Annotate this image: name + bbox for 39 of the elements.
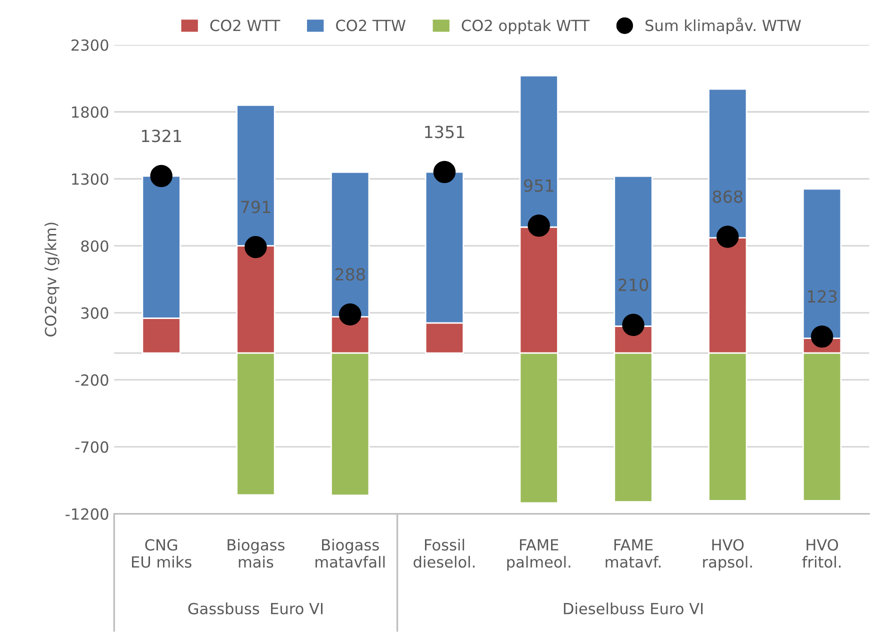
data-label: 1351 [425,126,464,138]
x-tick-label: Fossil dieselol. [414,538,475,568]
point [338,303,362,326]
y-tick-label: 1300 [72,173,108,185]
point [528,214,550,237]
legend-label: CO2 opptak WTT [462,19,590,34]
point [244,236,267,258]
x-tick-label: HVO rapsol. [703,539,752,571]
y-tick-label: 800 [81,240,108,252]
point [622,314,644,336]
point [810,325,834,348]
data-label: 123 [808,290,837,303]
point [716,226,739,248]
data-label: 951 [524,179,554,192]
data-label: 210 [618,278,648,292]
x-tick-label: FAME palmeol. [507,539,570,571]
y-tick-label: -200 [75,374,108,386]
legend-label: Sum klimapåv. WTW [646,18,801,34]
point [433,160,456,184]
y-tick-label: 1800 [72,106,108,118]
text: Dieselbuss Euro VI [564,602,703,614]
data-label: 288 [335,268,365,281]
text: Gassbuss Euro VI [188,602,323,614]
x-tick-label: Biogass mais [228,538,284,568]
data-label: 868 [712,190,742,203]
data-label: 1321 [142,130,181,142]
point [150,164,172,188]
legend-label: CO2 TTW [336,20,406,32]
y-tick-label: 300 [81,307,108,319]
data-label: 791 [241,200,270,214]
x-tick-label: HVO fritol. [802,539,841,568]
y-tick-label: -1200 [66,508,108,520]
y-tick-label: -700 [75,441,108,453]
legend-label: CO2 WTT [210,20,280,32]
x-tick-label: CNG EU miks [132,539,192,568]
y-axis-title: CO2eqv (g/km) [44,222,60,336]
x-tick-label: Biogass matavfall [316,538,385,568]
x-tick-label: FAME matavf. [606,539,660,568]
y-tick-label: 2300 [72,39,108,51]
